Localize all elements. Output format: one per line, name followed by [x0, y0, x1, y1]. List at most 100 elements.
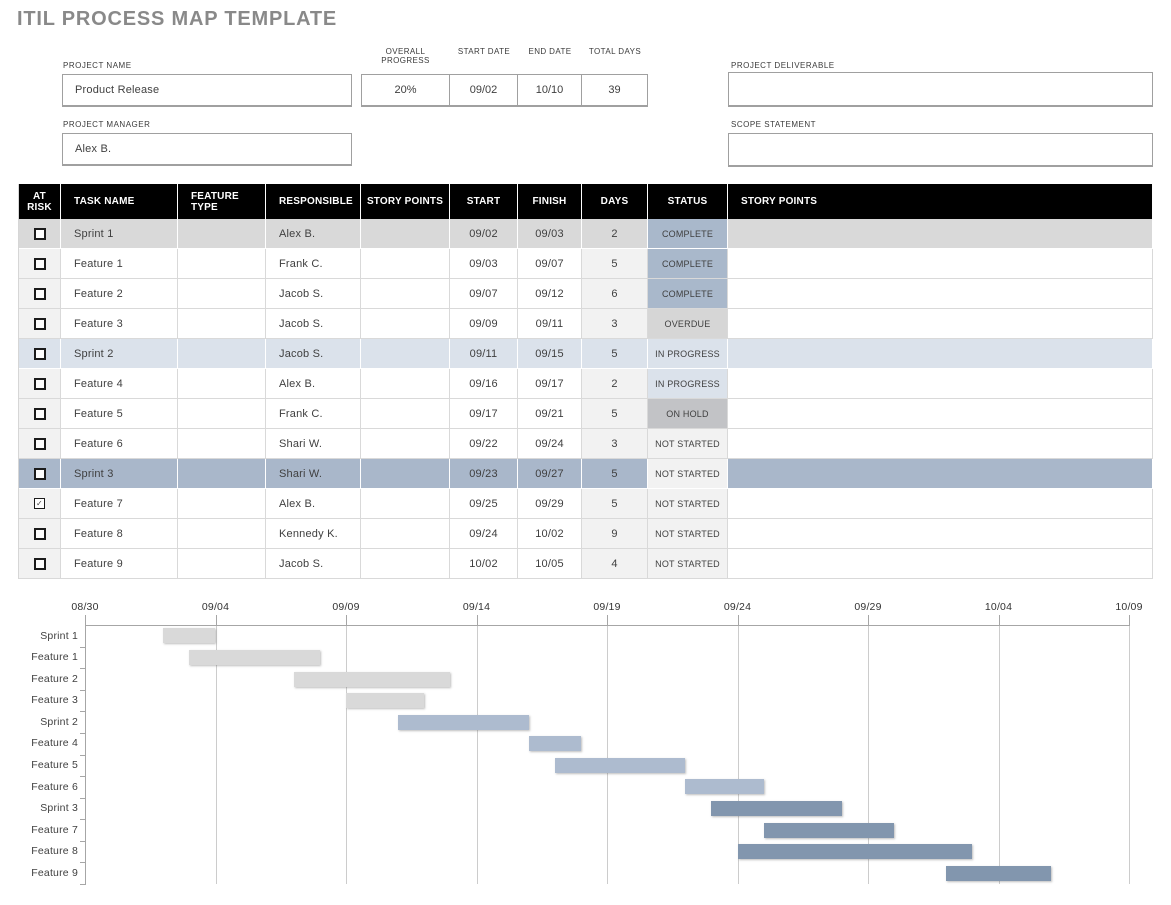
cell-feature_type[interactable]: [178, 279, 266, 309]
cell-story_points_2[interactable]: [728, 519, 1153, 549]
cell-at_risk[interactable]: [19, 279, 61, 309]
status-badge[interactable]: NOT STARTED: [648, 459, 728, 489]
cell-start[interactable]: 09/23: [450, 459, 518, 489]
cell-feature_type[interactable]: [178, 429, 266, 459]
status-badge[interactable]: COMPLETE: [648, 249, 728, 279]
cell-responsible[interactable]: Jacob S.: [266, 279, 361, 309]
cell-days[interactable]: 5: [582, 249, 648, 279]
cell-finish[interactable]: 10/05: [518, 549, 582, 579]
status-badge[interactable]: COMPLETE: [648, 279, 728, 309]
cell-story_points[interactable]: [361, 219, 450, 249]
cell-at_risk[interactable]: [19, 339, 61, 369]
project-name-input[interactable]: Product Release: [62, 74, 352, 107]
at-risk-checkbox[interactable]: [33, 287, 46, 300]
cell-responsible[interactable]: Shari W.: [266, 429, 361, 459]
cell-feature_type[interactable]: [178, 309, 266, 339]
cell-responsible[interactable]: Frank C.: [266, 249, 361, 279]
cell-days[interactable]: 3: [582, 429, 648, 459]
cell-responsible[interactable]: Jacob S.: [266, 309, 361, 339]
cell-finish[interactable]: 09/27: [518, 459, 582, 489]
cell-at_risk[interactable]: [19, 219, 61, 249]
cell-finish[interactable]: 09/15: [518, 339, 582, 369]
cell-start[interactable]: 09/02: [450, 219, 518, 249]
cell-story_points[interactable]: [361, 519, 450, 549]
cell-story_points_2[interactable]: [728, 399, 1153, 429]
cell-start[interactable]: 09/22: [450, 429, 518, 459]
at-risk-checkbox[interactable]: [33, 557, 46, 570]
cell-feature_type[interactable]: [178, 459, 266, 489]
cell-start[interactable]: 09/09: [450, 309, 518, 339]
status-badge[interactable]: NOT STARTED: [648, 549, 728, 579]
cell-story_points_2[interactable]: [728, 459, 1153, 489]
cell-story_points[interactable]: [361, 279, 450, 309]
cell-feature_type[interactable]: [178, 219, 266, 249]
cell-story_points[interactable]: [361, 369, 450, 399]
cell-story_points[interactable]: [361, 339, 450, 369]
cell-task_name[interactable]: Feature 4: [61, 369, 178, 399]
overall-progress-value[interactable]: 20%: [362, 75, 450, 105]
at-risk-checkbox[interactable]: [33, 317, 46, 330]
cell-responsible[interactable]: Alex B.: [266, 219, 361, 249]
status-badge[interactable]: OVERDUE: [648, 309, 728, 339]
at-risk-checkbox[interactable]: [33, 407, 46, 420]
project-deliverable-input[interactable]: [728, 72, 1153, 107]
at-risk-checkbox[interactable]: [33, 527, 46, 540]
cell-story_points[interactable]: [361, 309, 450, 339]
cell-finish[interactable]: 10/02: [518, 519, 582, 549]
cell-start[interactable]: 09/24: [450, 519, 518, 549]
cell-task_name[interactable]: Feature 5: [61, 399, 178, 429]
cell-finish[interactable]: 09/21: [518, 399, 582, 429]
cell-at_risk[interactable]: [19, 549, 61, 579]
cell-days[interactable]: 2: [582, 369, 648, 399]
cell-start[interactable]: 10/02: [450, 549, 518, 579]
cell-story_points_2[interactable]: [728, 249, 1153, 279]
cell-feature_type[interactable]: [178, 549, 266, 579]
start-date-value[interactable]: 09/02: [450, 75, 518, 105]
cell-start[interactable]: 09/25: [450, 489, 518, 519]
status-badge[interactable]: IN PROGRESS: [648, 339, 728, 369]
status-badge[interactable]: NOT STARTED: [648, 489, 728, 519]
cell-finish[interactable]: 09/12: [518, 279, 582, 309]
cell-at_risk[interactable]: [19, 519, 61, 549]
cell-story_points_2[interactable]: [728, 429, 1153, 459]
cell-responsible[interactable]: Jacob S.: [266, 549, 361, 579]
cell-start[interactable]: 09/03: [450, 249, 518, 279]
cell-task_name[interactable]: Feature 8: [61, 519, 178, 549]
at-risk-checkbox[interactable]: [33, 467, 46, 480]
status-badge[interactable]: IN PROGRESS: [648, 369, 728, 399]
cell-story_points[interactable]: [361, 429, 450, 459]
cell-at_risk[interactable]: [19, 309, 61, 339]
cell-days[interactable]: 4: [582, 549, 648, 579]
at-risk-checkbox[interactable]: [33, 377, 46, 390]
cell-task_name[interactable]: Feature 7: [61, 489, 178, 519]
cell-story_points[interactable]: [361, 549, 450, 579]
cell-story_points_2[interactable]: [728, 309, 1153, 339]
cell-responsible[interactable]: Alex B.: [266, 489, 361, 519]
cell-finish[interactable]: 09/11: [518, 309, 582, 339]
cell-at_risk[interactable]: [19, 369, 61, 399]
cell-story_points_2[interactable]: [728, 549, 1153, 579]
cell-finish[interactable]: 09/07: [518, 249, 582, 279]
at-risk-checkbox[interactable]: [33, 347, 46, 360]
cell-task_name[interactable]: Sprint 3: [61, 459, 178, 489]
cell-feature_type[interactable]: [178, 489, 266, 519]
cell-feature_type[interactable]: [178, 369, 266, 399]
cell-days[interactable]: 5: [582, 339, 648, 369]
cell-story_points_2[interactable]: [728, 489, 1153, 519]
cell-days[interactable]: 5: [582, 489, 648, 519]
end-date-value[interactable]: 10/10: [518, 75, 582, 105]
cell-finish[interactable]: 09/17: [518, 369, 582, 399]
cell-at_risk[interactable]: [19, 429, 61, 459]
cell-story_points_2[interactable]: [728, 339, 1153, 369]
at-risk-checkbox[interactable]: [33, 437, 46, 450]
total-days-value[interactable]: 39: [608, 84, 621, 96]
cell-story_points[interactable]: [361, 489, 450, 519]
status-badge[interactable]: NOT STARTED: [648, 519, 728, 549]
cell-at_risk[interactable]: [19, 249, 61, 279]
cell-task_name[interactable]: Sprint 1: [61, 219, 178, 249]
cell-start[interactable]: 09/16: [450, 369, 518, 399]
status-badge[interactable]: NOT STARTED: [648, 429, 728, 459]
cell-story_points_2[interactable]: [728, 369, 1153, 399]
cell-start[interactable]: 09/07: [450, 279, 518, 309]
cell-days[interactable]: 9: [582, 519, 648, 549]
